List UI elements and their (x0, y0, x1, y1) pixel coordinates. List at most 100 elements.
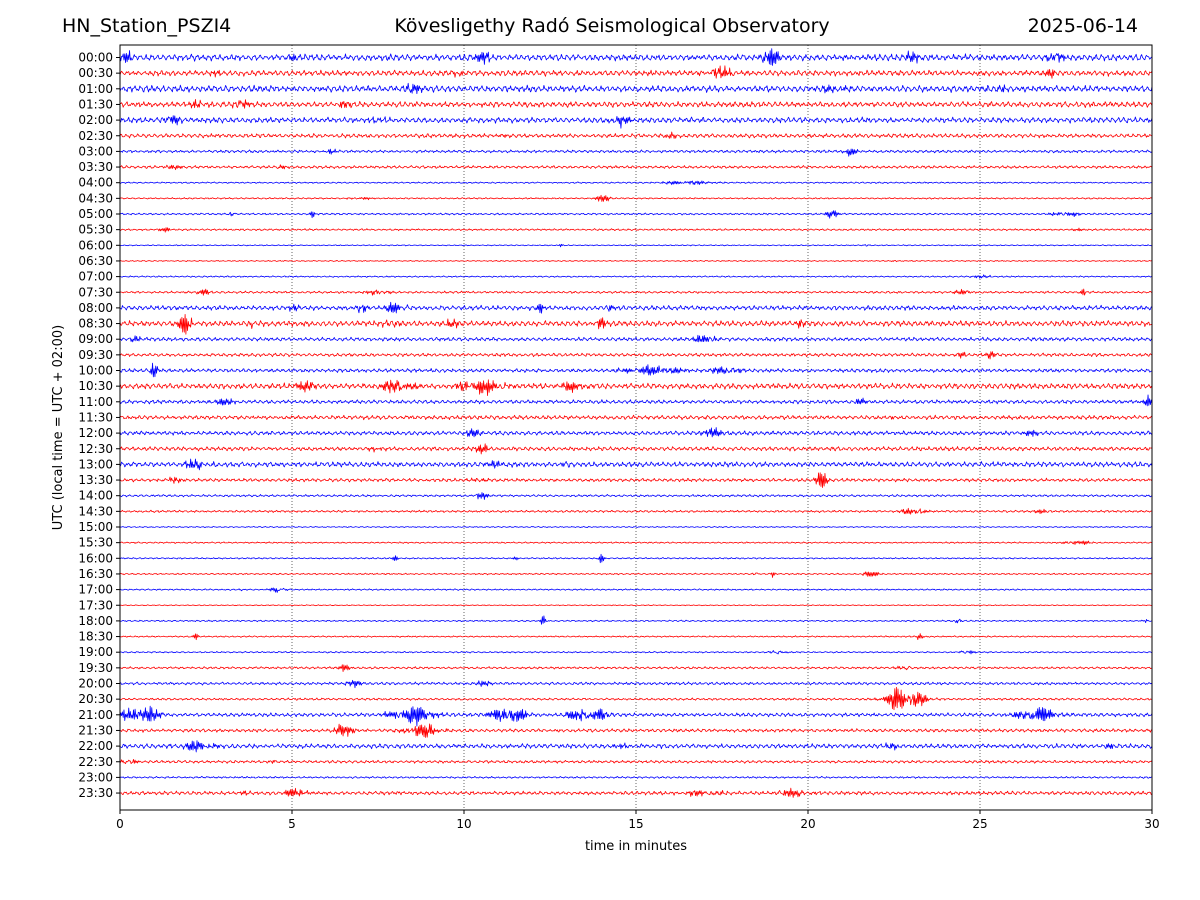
trace-1300 (119, 458, 1153, 471)
trace-0100 (119, 82, 1153, 95)
y-tick-label: 04:30 (78, 191, 113, 205)
y-tick-label: 12:30 (78, 442, 113, 456)
x-axis-ticks: 0 5 10 15 20 25 30 (116, 810, 1160, 831)
y-tick-label: 00:00 (78, 51, 113, 65)
trace-1800 (119, 615, 1153, 625)
y-tick-label: 14:00 (78, 489, 113, 503)
y-tick-label: 21:00 (78, 708, 113, 722)
trace-2130 (119, 723, 1153, 738)
x-axis-label: time in minutes (585, 839, 687, 854)
y-tick-label: 16:00 (78, 551, 113, 565)
x-tick-label: 5 (288, 817, 296, 831)
y-tick-label: 07:30 (78, 285, 113, 299)
x-tick-label: 20 (800, 817, 815, 831)
trace-0300 (119, 148, 1153, 157)
y-tick-label: 13:30 (78, 473, 113, 487)
trace-1530 (119, 540, 1153, 546)
y-tick-label: 10:00 (78, 364, 113, 378)
trace-1100 (119, 394, 1153, 407)
trace-1230 (119, 443, 1153, 455)
trace-1330 (119, 472, 1153, 489)
y-tick-label: 17:00 (78, 583, 113, 597)
y-tick-label: 02:00 (78, 113, 113, 127)
trace-1700 (119, 587, 1153, 593)
x-tick-label: 25 (972, 817, 987, 831)
trace-0630 (119, 259, 1153, 263)
trace-0000 (119, 48, 1153, 66)
trace-2000 (119, 679, 1153, 689)
y-tick-label: 14:30 (78, 504, 113, 518)
y-tick-label: 03:00 (78, 144, 113, 158)
y-tick-label: 08:00 (78, 301, 113, 315)
y-tick-label: 22:30 (78, 755, 113, 769)
trace-1200 (119, 427, 1153, 438)
trace-1830 (119, 633, 1153, 641)
trace-2030 (119, 686, 1153, 711)
trace-1630 (119, 571, 1153, 578)
trace-1930 (119, 664, 1153, 672)
trace-1730 (119, 604, 1153, 607)
trace-0400 (119, 180, 1153, 186)
trace-0600 (119, 243, 1153, 248)
y-tick-label: 13:00 (78, 457, 113, 471)
trace-0530 (119, 227, 1153, 233)
x-tick-label: 15 (628, 817, 643, 831)
trace-0430 (119, 194, 1153, 202)
x-tick-label: 10 (456, 817, 471, 831)
y-tick-label: 21:30 (78, 723, 113, 737)
plot-frame (119, 44, 1153, 811)
y-tick-label: 04:00 (78, 176, 113, 190)
y-tick-label: 07:00 (78, 270, 113, 284)
trace-2300 (119, 775, 1153, 779)
y-tick-label: 06:30 (78, 254, 113, 268)
y-tick-label: 08:30 (78, 317, 113, 331)
trace-0030 (119, 65, 1153, 79)
observatory-title: Kövesligethy Radó Seismological Observat… (394, 15, 830, 37)
y-tick-label: 05:30 (78, 223, 113, 237)
trace-1600 (119, 553, 1153, 564)
y-tick-label: 15:30 (78, 536, 113, 550)
trace-0830 (119, 313, 1153, 335)
trace-0730 (119, 288, 1153, 296)
trace-0900 (119, 334, 1153, 343)
trace-1130 (119, 414, 1153, 421)
trace-0230 (119, 131, 1153, 139)
trace-0500 (119, 210, 1153, 219)
y-axis-label: UTC (local time = UTC + 02:00) (51, 325, 66, 530)
y-tick-label: 00:30 (78, 66, 113, 80)
y-tick-label: 09:00 (78, 332, 113, 346)
x-tick-label: 0 (116, 817, 124, 831)
y-tick-label: 20:30 (78, 692, 113, 706)
trace-0330 (119, 164, 1153, 171)
trace-0130 (119, 99, 1153, 109)
y-tick-label: 17:30 (78, 598, 113, 612)
trace-2100 (119, 705, 1153, 727)
vertical-grid (291, 45, 981, 810)
y-tick-label: 02:30 (78, 129, 113, 143)
y-tick-label: 22:00 (78, 739, 113, 753)
trace-1900 (119, 650, 1153, 655)
y-tick-label: 09:30 (78, 348, 113, 362)
seismic-traces (119, 48, 1153, 798)
record-date: 2025-06-14 (1027, 15, 1138, 37)
y-tick-label: 11:00 (78, 395, 113, 409)
trace-0800 (119, 301, 1153, 314)
y-tick-label: 23:00 (78, 770, 113, 784)
station-name: HN_Station_PSZI4 (62, 15, 232, 37)
trace-1430 (119, 507, 1153, 515)
trace-0200 (119, 115, 1153, 129)
trace-2230 (119, 758, 1153, 765)
trace-0930 (119, 351, 1153, 360)
y-tick-label: 19:30 (78, 661, 113, 675)
trace-2200 (119, 740, 1153, 753)
y-tick-label: 05:00 (78, 207, 113, 221)
y-tick-label: 01:00 (78, 82, 113, 96)
y-tick-label: 23:30 (78, 786, 113, 800)
y-tick-label: 06:00 (78, 238, 113, 252)
trace-1400 (119, 492, 1153, 500)
trace-2330 (119, 787, 1153, 798)
y-tick-label: 01:30 (78, 97, 113, 111)
trace-1030 (119, 379, 1153, 396)
